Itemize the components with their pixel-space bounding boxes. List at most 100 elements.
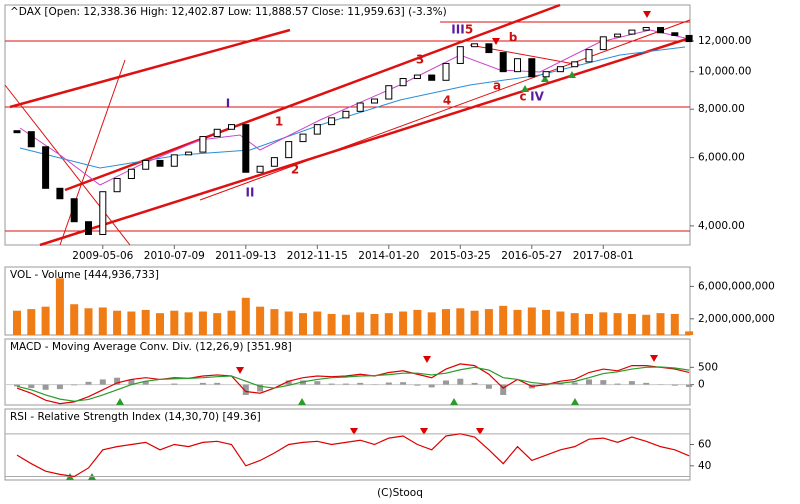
candle <box>457 47 463 64</box>
histogram-bar <box>486 385 492 389</box>
candle <box>529 59 535 77</box>
candle <box>586 50 592 62</box>
histogram-bar <box>86 382 92 385</box>
x-tick-label: 2014-01-20 <box>358 250 419 262</box>
wave-label: b <box>509 31 518 45</box>
histogram-bar <box>214 383 220 385</box>
footer: (C)Stooq <box>377 487 423 499</box>
volume-bar <box>356 312 364 335</box>
volume-bar <box>199 312 207 335</box>
volume-bar <box>413 310 421 335</box>
candle <box>14 131 20 133</box>
y-tick-label: 12,000.00 <box>698 35 751 47</box>
volume-bar <box>614 313 622 335</box>
histogram-bar <box>600 380 606 384</box>
candle <box>157 160 163 166</box>
candle <box>672 33 678 36</box>
volume-bar <box>485 309 493 335</box>
candle <box>329 118 335 125</box>
candle <box>372 99 378 103</box>
wave-label: I <box>226 97 230 111</box>
histogram-bar <box>171 384 177 385</box>
wave-label: 2 <box>291 163 299 177</box>
candle <box>615 34 621 37</box>
histogram-bar <box>457 379 463 385</box>
candle <box>557 67 563 72</box>
x-tick-label: 2017-08-01 <box>573 250 634 262</box>
candle <box>128 169 134 178</box>
candle <box>686 35 692 41</box>
volume-bar <box>85 308 93 335</box>
candle <box>229 125 235 130</box>
candle <box>300 134 306 141</box>
wave-label: III <box>451 23 464 37</box>
histogram-bar <box>43 385 49 390</box>
candle <box>200 137 206 153</box>
volume-bar <box>428 312 436 335</box>
rsi-title: RSI - Relative Strength Index (14,30,70)… <box>10 411 261 423</box>
y-tick-label: 4,000.00 <box>698 220 745 232</box>
candle <box>600 37 606 50</box>
volume-bar <box>27 309 35 335</box>
volume-bar <box>70 304 78 335</box>
x-tick-label: 2011-09-13 <box>215 250 276 262</box>
volume-bar <box>342 315 350 335</box>
volume-bar <box>213 313 221 335</box>
y-tick-label: 2,000,000,000 <box>698 313 775 325</box>
histogram-bar <box>472 383 478 385</box>
candle <box>357 103 363 111</box>
volume-bar <box>399 312 407 335</box>
volume-bar <box>113 311 121 335</box>
volume-bar <box>56 278 64 335</box>
histogram-bar <box>343 384 349 385</box>
candle <box>658 28 664 33</box>
y-tick-label: 6,000,000,000 <box>698 280 775 292</box>
candle <box>186 152 192 155</box>
volume-bar <box>371 314 379 335</box>
x-tick-label: 2016-05-27 <box>501 250 562 262</box>
candle <box>286 142 292 158</box>
volume-bar <box>270 309 278 335</box>
wave-label: 5 <box>465 23 473 37</box>
volume-bar <box>642 315 650 335</box>
wave-label: 4 <box>443 94 451 108</box>
volume-bar <box>599 312 607 335</box>
y-tick-label: 500 <box>698 361 718 373</box>
volume-bar <box>471 311 479 335</box>
histogram-bar <box>71 385 77 386</box>
volume-title: VOL - Volume [444,936,733] <box>10 269 159 281</box>
candle <box>257 166 263 172</box>
volume-bar <box>285 312 293 335</box>
wave-label: II <box>246 186 255 200</box>
volume-bar <box>657 313 665 335</box>
volume-bar <box>442 309 450 335</box>
volume-bar <box>42 307 50 335</box>
wave-label: 1 <box>275 115 283 129</box>
y-tick-label: 60 <box>698 439 711 451</box>
volume-bar <box>142 310 150 335</box>
volume-bar <box>528 307 536 335</box>
histogram-bar <box>615 384 621 385</box>
volume-bar <box>385 313 393 335</box>
histogram-bar <box>643 383 649 385</box>
candle <box>500 53 506 72</box>
candle <box>43 147 49 189</box>
histogram-bar <box>314 381 320 384</box>
volume-bar <box>542 310 550 335</box>
volume-bar <box>556 312 564 335</box>
y-tick-label: 6,000.00 <box>698 152 745 164</box>
candle <box>629 30 635 34</box>
y-tick-label: 40 <box>698 460 711 472</box>
histogram-bar <box>443 380 449 384</box>
histogram-bar <box>57 385 63 389</box>
x-tick-label: 2015-03-25 <box>430 250 491 262</box>
candle <box>414 75 420 78</box>
volume-bar <box>242 298 250 335</box>
histogram-bar <box>357 383 363 385</box>
volume-bar <box>13 311 21 335</box>
histogram-bar <box>672 385 678 386</box>
wave-label: 3 <box>416 53 424 67</box>
candle <box>429 75 435 80</box>
volume-bar <box>99 307 107 335</box>
